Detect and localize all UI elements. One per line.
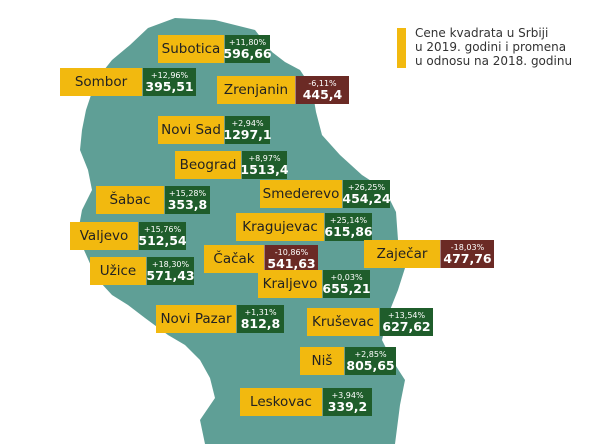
city-value: +18,30% 571,43 <box>146 257 195 285</box>
price-change: +25,14% <box>329 215 368 225</box>
city-value: +3,94% 339,2 <box>322 388 372 416</box>
price: 454,24 <box>342 190 391 206</box>
city-valjevo: Valjevo +15,76% 512,54 <box>70 222 187 250</box>
city-uzice: Užice +18,30% 571,43 <box>90 257 195 285</box>
price: 339,2 <box>327 398 368 414</box>
price: 541,63 <box>267 255 316 271</box>
legend-swatch <box>397 28 406 68</box>
price-change: +3,94% <box>331 390 364 400</box>
price-change: -10,86% <box>274 247 309 257</box>
city-novi-pazar: Novi Pazar +1,31% 812,8 <box>156 305 284 333</box>
city-name: Novi Pazar <box>156 305 236 333</box>
price: 812,8 <box>240 315 281 331</box>
city-kraljevo: Kraljevo +0,03% 655,21 <box>258 270 371 298</box>
price: 512,54 <box>138 232 187 248</box>
city-name: Užice <box>90 257 146 285</box>
price: 596,66 <box>223 45 272 61</box>
price: 477,76 <box>443 250 492 266</box>
city-name: Valjevo <box>70 222 138 250</box>
city-cacak: Čačak -10,86% 541,63 <box>204 245 318 273</box>
city-smederevo: Smederevo +26,25% 454,24 <box>260 180 391 208</box>
city-novi-sad: Novi Sad +2,94% 1297,1 <box>158 116 272 144</box>
city-value: +8,97% 1513,4 <box>240 151 289 179</box>
city-name: Sombor <box>60 68 142 96</box>
city-value: +13,54% 627,62 <box>379 308 433 336</box>
city-value: -10,86% 541,63 <box>264 245 318 273</box>
price-change: +15,76% <box>143 224 182 234</box>
city-name: Zaječar <box>364 240 440 268</box>
city-name: Niš <box>300 347 344 375</box>
price-change: +1,31% <box>244 307 277 317</box>
city-sombor: Sombor +12,96% 395,51 <box>60 68 196 96</box>
city-value: +0,03% 655,21 <box>322 270 371 298</box>
city-value: +26,25% 454,24 <box>342 180 391 208</box>
price-change: +0,03% <box>330 272 363 282</box>
city-value: +1,31% 812,8 <box>236 305 284 333</box>
city-value: +11,80% 596,66 <box>223 35 272 63</box>
city-name: Smederevo <box>260 180 342 208</box>
city-name: Beograd <box>175 151 241 179</box>
price: 1297,1 <box>223 126 272 142</box>
city-name: Kruševac <box>307 308 379 336</box>
city-value: +15,28% 353,8 <box>164 186 210 214</box>
city-value: +2,85% 805,65 <box>344 347 396 375</box>
price: 627,62 <box>382 318 431 334</box>
price-change: -18,03% <box>450 242 485 252</box>
price: 353,8 <box>167 196 208 212</box>
price-change: +13,54% <box>387 310 426 320</box>
city-name: Leskovac <box>240 388 322 416</box>
city-leskovac: Leskovac +3,94% 339,2 <box>240 388 372 416</box>
price: 445,4 <box>302 86 343 102</box>
city-value: +12,96% 395,51 <box>142 68 196 96</box>
price: 655,21 <box>322 280 371 296</box>
city-zajecar: Zaječar -18,03% 477,76 <box>364 240 494 268</box>
price-change: -6,11% <box>308 78 337 88</box>
price: 805,65 <box>346 357 395 373</box>
city-name: Kraljevo <box>258 270 322 298</box>
city-name: Subotica <box>158 35 224 63</box>
price: 395,51 <box>145 78 194 94</box>
price: 1513,4 <box>240 161 289 177</box>
city-name: Zrenjanin <box>217 76 295 104</box>
city-value: +25,14% 615,86 <box>324 213 373 241</box>
city-kragujevac: Kragujevac +25,14% 615,86 <box>236 213 373 241</box>
price-change: +18,30% <box>151 259 190 269</box>
price-change: +2,85% <box>354 349 387 359</box>
price-change: +11,80% <box>228 37 267 47</box>
city-subotica: Subotica +11,80% 596,66 <box>158 35 272 63</box>
price-change: +2,94% <box>231 118 264 128</box>
city-krusevac: Kruševac +13,54% 627,62 <box>307 308 433 336</box>
city-value: -18,03% 477,76 <box>440 240 494 268</box>
city-name: Kragujevac <box>236 213 324 241</box>
city-name: Novi Sad <box>158 116 224 144</box>
price-change: +8,97% <box>248 153 281 163</box>
city-nis: Niš +2,85% 805,65 <box>300 347 396 375</box>
city-name: Šabac <box>96 186 164 214</box>
city-value: -6,11% 445,4 <box>295 76 349 104</box>
city-sabac: Šabac +15,28% 353,8 <box>96 186 210 214</box>
city-value: +2,94% 1297,1 <box>223 116 272 144</box>
city-value: +15,76% 512,54 <box>138 222 187 250</box>
city-name: Čačak <box>204 245 264 273</box>
city-zrenjanin: Zrenjanin -6,11% 445,4 <box>217 76 349 104</box>
price-change: +15,28% <box>168 188 207 198</box>
price-change: +26,25% <box>347 182 386 192</box>
price: 571,43 <box>146 267 195 283</box>
city-beograd: Beograd +8,97% 1513,4 <box>175 151 289 179</box>
legend-text: Cene kvadrata u Srbiji u 2019. godini i … <box>415 26 573 68</box>
price-change: +12,96% <box>150 70 189 80</box>
price: 615,86 <box>324 223 373 239</box>
